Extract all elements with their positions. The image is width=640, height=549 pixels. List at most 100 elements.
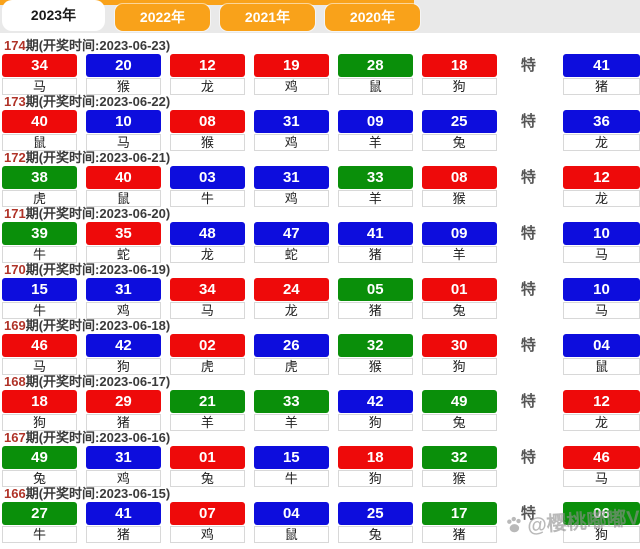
ball-number: 01 bbox=[421, 278, 497, 301]
ball-zodiac: 狗 bbox=[2, 414, 77, 431]
ball-number: 40 bbox=[2, 110, 77, 133]
special-label: 特 bbox=[520, 225, 536, 242]
draw-results-list: 174期(开奖时间:2023-06-23) 34 马 20 猴 12 龙 19 … bbox=[0, 33, 640, 543]
ball-4: 15 牛 bbox=[253, 446, 329, 487]
ball-number: 01 bbox=[169, 446, 245, 469]
ball-number: 33 bbox=[253, 390, 329, 413]
ball-zodiac: 龙 bbox=[253, 302, 329, 319]
ball-4: 33 羊 bbox=[253, 390, 329, 431]
ball-number: 05 bbox=[337, 278, 413, 301]
ball-number: 09 bbox=[421, 222, 497, 245]
tab-2021[interactable]: 2021年 bbox=[220, 4, 315, 31]
ball-number: 33 bbox=[337, 166, 413, 189]
ball-1: 39 牛 bbox=[2, 222, 77, 263]
ball-number: 41 bbox=[85, 502, 161, 525]
draw-block: 172期(开奖时间:2023-06-21) 38 虎 40 鼠 03 牛 31 … bbox=[0, 150, 640, 207]
tab-2020[interactable]: 2020年 bbox=[325, 4, 420, 31]
draw-block: 166期(开奖时间:2023-06-15) 27 牛 41 猪 07 鸡 04 … bbox=[0, 486, 640, 543]
period-number: 173 bbox=[4, 94, 26, 109]
ball-4: 19 鸡 bbox=[253, 54, 329, 95]
tab-2022[interactable]: 2022年 bbox=[115, 4, 210, 31]
ball-number: 25 bbox=[421, 110, 497, 133]
special-ball: 12 龙 bbox=[563, 166, 640, 207]
ball-number: 07 bbox=[169, 502, 245, 525]
ball-number: 10 bbox=[563, 222, 640, 245]
ball-zodiac: 马 bbox=[563, 470, 640, 487]
ball-zodiac: 鼠 bbox=[2, 134, 77, 151]
tabbar-accent-strip bbox=[0, 0, 414, 5]
special-label: 特 bbox=[520, 449, 536, 466]
ball-zodiac: 猪 bbox=[421, 526, 497, 543]
draw-time: 期(开奖时间:2023-06-23) bbox=[25, 38, 171, 53]
ball-zodiac: 羊 bbox=[253, 414, 329, 431]
ball-3: 48 龙 bbox=[169, 222, 245, 263]
ball-number: 03 bbox=[169, 166, 245, 189]
special-ball: 04 鼠 bbox=[563, 334, 640, 375]
ball-zodiac: 鼠 bbox=[253, 526, 329, 543]
ball-6: 17 猪 bbox=[421, 502, 497, 543]
ball-number: 08 bbox=[421, 166, 497, 189]
period-number: 174 bbox=[4, 38, 26, 53]
balls-row: 34 马 20 猴 12 龙 19 鸡 28 鼠 18 狗 bbox=[0, 54, 640, 95]
period-number: 169 bbox=[4, 318, 26, 333]
ball-5: 09 羊 bbox=[337, 110, 413, 151]
special-label: 特 bbox=[520, 505, 536, 522]
ball-number: 19 bbox=[253, 54, 329, 77]
draw-time: 期(开奖时间:2023-06-15) bbox=[25, 486, 171, 501]
ball-zodiac: 龙 bbox=[169, 246, 245, 263]
period-number: 167 bbox=[4, 430, 26, 445]
draw-period-label: 170期(开奖时间:2023-06-19) bbox=[0, 262, 640, 277]
draw-period-label: 171期(开奖时间:2023-06-20) bbox=[0, 206, 640, 221]
ball-zodiac: 鸡 bbox=[85, 302, 161, 319]
ball-number: 47 bbox=[253, 222, 329, 245]
ball-1: 18 狗 bbox=[2, 390, 77, 431]
ball-zodiac: 马 bbox=[85, 134, 161, 151]
year-tabs: 2023年 2022年 2021年 2020年 bbox=[0, 0, 640, 31]
ball-zodiac: 鸡 bbox=[253, 78, 329, 95]
special-ball: 41 猪 bbox=[563, 54, 640, 95]
year-tabbar: 2023年 2022年 2021年 2020年 bbox=[0, 0, 640, 33]
ball-4: 31 鸡 bbox=[253, 110, 329, 151]
ball-number: 46 bbox=[2, 334, 77, 357]
ball-number: 42 bbox=[337, 390, 413, 413]
ball-zodiac: 马 bbox=[2, 358, 77, 375]
special-ball: 46 马 bbox=[563, 446, 640, 487]
ball-zodiac: 猪 bbox=[563, 78, 640, 95]
ball-number: 32 bbox=[421, 446, 497, 469]
ball-number: 20 bbox=[85, 54, 161, 77]
ball-number: 41 bbox=[337, 222, 413, 245]
ball-5: 18 狗 bbox=[337, 446, 413, 487]
ball-4: 47 蛇 bbox=[253, 222, 329, 263]
special-label: 特 bbox=[520, 337, 536, 354]
ball-zodiac: 牛 bbox=[253, 470, 329, 487]
ball-5: 28 鼠 bbox=[337, 54, 413, 95]
draw-block: 173期(开奖时间:2023-06-22) 40 鼠 10 马 08 猴 31 … bbox=[0, 94, 640, 151]
ball-zodiac: 兔 bbox=[421, 302, 497, 319]
special-label: 特 bbox=[520, 393, 536, 410]
ball-zodiac: 羊 bbox=[421, 246, 497, 263]
ball-3: 03 牛 bbox=[169, 166, 245, 207]
ball-number: 08 bbox=[169, 110, 245, 133]
ball-5: 42 狗 bbox=[337, 390, 413, 431]
balls-row: 39 牛 35 蛇 48 龙 47 蛇 41 猪 09 羊 bbox=[0, 222, 640, 263]
ball-zodiac: 鸡 bbox=[85, 470, 161, 487]
ball-number: 48 bbox=[169, 222, 245, 245]
special-label: 特 bbox=[520, 169, 536, 186]
tab-2023[interactable]: 2023年 bbox=[2, 0, 105, 31]
ball-number: 18 bbox=[2, 390, 77, 413]
balls-row: 15 牛 31 鸡 34 马 24 龙 05 猪 01 兔 bbox=[0, 278, 640, 319]
ball-number: 36 bbox=[563, 110, 640, 133]
period-number: 166 bbox=[4, 486, 26, 501]
draw-time: 期(开奖时间:2023-06-20) bbox=[25, 206, 171, 221]
period-number: 171 bbox=[4, 206, 26, 221]
ball-zodiac: 龙 bbox=[563, 134, 640, 151]
ball-5: 25 兔 bbox=[337, 502, 413, 543]
ball-4: 31 鸡 bbox=[253, 166, 329, 207]
ball-3: 34 马 bbox=[169, 278, 245, 319]
ball-6: 25 兔 bbox=[421, 110, 497, 151]
ball-number: 49 bbox=[2, 446, 77, 469]
special-label: 特 bbox=[520, 281, 536, 298]
ball-6: 49 兔 bbox=[421, 390, 497, 431]
ball-zodiac: 马 bbox=[2, 78, 77, 95]
ball-zodiac: 牛 bbox=[169, 190, 245, 207]
